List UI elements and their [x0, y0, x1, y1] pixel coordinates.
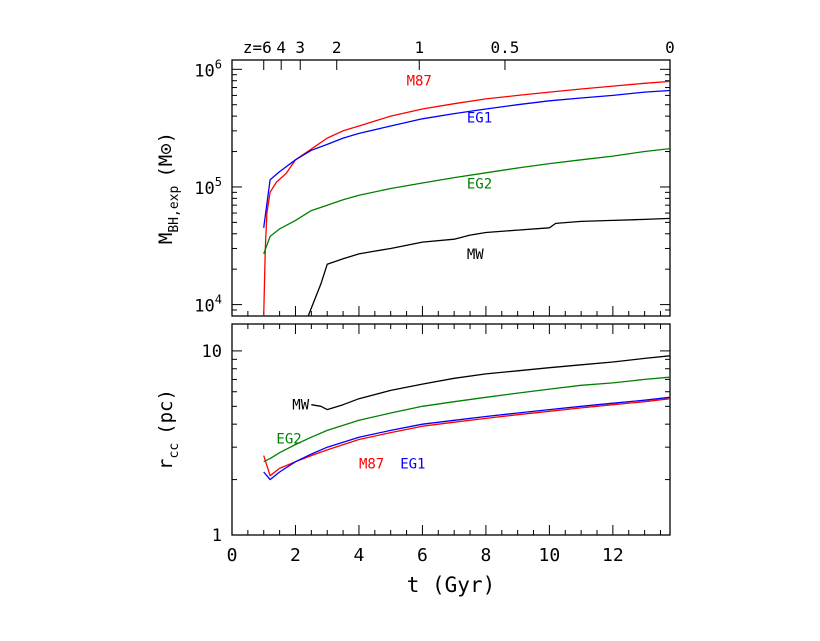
x-tick-label: 12: [602, 545, 624, 566]
curve-label-eg1: EG1: [467, 110, 492, 126]
redshift-tick-label: 1: [414, 38, 424, 57]
y-tick-label: 105: [194, 175, 222, 199]
y-axis-title-subscript: BH,exp: [167, 186, 182, 233]
x-tick-label: 0: [227, 545, 238, 566]
series-line-mw: [311, 355, 671, 411]
y-tick-label: 10: [202, 342, 222, 362]
x-axis-title: t (Gyr): [407, 573, 496, 597]
series-line-m87: [263, 398, 671, 477]
y-tick-label-exponent: 6: [215, 57, 222, 71]
x-tick-label: 10: [539, 545, 561, 566]
redshift-tick-label: 0: [665, 38, 675, 57]
y-tick-label-base: 10: [194, 297, 214, 317]
y-axis-title-symbol: M: [155, 233, 177, 244]
y-axis-title: rcc (pc): [155, 389, 182, 470]
redshift-tick-label: 4: [276, 38, 286, 57]
series-line-eg1: [263, 396, 671, 481]
bottom-panel: 1 10 MW EG2 M87 EG1 rcc (pc) 0 2 4 6 8 10 12 t (Gyr): [155, 323, 671, 597]
y-tick-label-exponent: 5: [215, 175, 222, 189]
y-tick-label-exponent: 4: [215, 293, 222, 307]
y-tick-label-base: 10: [194, 179, 214, 199]
x-tick-label: 2: [290, 545, 301, 566]
curve-label-mw: MW: [467, 247, 484, 263]
series-line-eg2: [263, 147, 671, 255]
y-tick-label-base: 10: [194, 61, 214, 81]
series-line-eg1: [263, 89, 671, 228]
series-line-eg2: [263, 376, 671, 463]
y-axis-title: MBH,exp (M⊙): [155, 132, 182, 244]
curve-label-eg2: EG2: [276, 431, 301, 447]
y-tick-label: 104: [194, 293, 222, 317]
x-tick-label: 8: [480, 545, 491, 566]
series-line-mw: [307, 217, 671, 317]
x-tick-label: 6: [417, 545, 428, 566]
x-tick-label: 4: [354, 545, 365, 566]
curve-label-eg1: EG1: [400, 456, 425, 472]
y-axis-title-subscript: cc: [167, 443, 182, 459]
series-line-m87: [263, 80, 671, 317]
plot-frame: [231, 323, 671, 536]
redshift-tick-label: 2: [332, 38, 342, 57]
curve-label-eg2: EG2: [467, 177, 492, 193]
y-tick-label: 1: [212, 526, 222, 546]
y-axis-title-symbol: r: [155, 458, 177, 469]
redshift-tick-label: 0.5: [491, 38, 520, 57]
plot-frame: [231, 59, 671, 317]
redshift-tick-label: z=6: [243, 38, 272, 57]
y-axis-title-unit: (M⊙): [155, 132, 177, 178]
curve-label-m87: M87: [407, 74, 432, 90]
y-axis-title-unit: (pc): [155, 389, 177, 435]
curve-label-mw: MW: [292, 398, 309, 414]
curve-label-m87: M87: [359, 456, 384, 472]
redshift-tick-label: 3: [295, 38, 305, 57]
y-tick-label: 106: [194, 57, 222, 81]
